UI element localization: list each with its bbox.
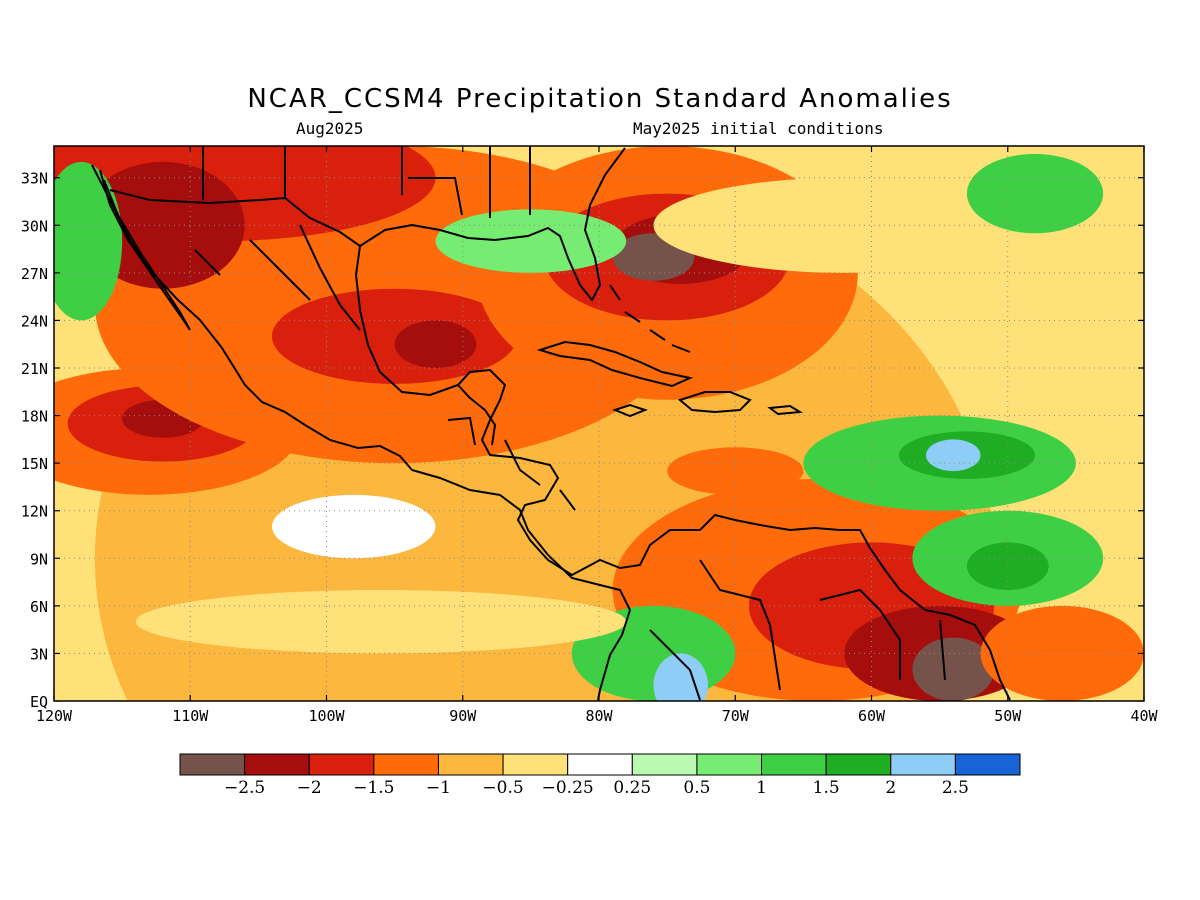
coastline-cuba [536, 340, 694, 388]
anomaly-region [953, 288, 1144, 416]
coastline-bahamas [609, 284, 691, 353]
lat-tick-label: 24N [21, 312, 48, 330]
lon-tick-label: 100W [308, 707, 345, 725]
gridlines [54, 146, 1144, 701]
lon-tick-label: 60W [858, 707, 886, 725]
anomaly-region [394, 320, 477, 369]
plot-area [54, 146, 1144, 701]
coastline-hispaniola [677, 391, 752, 414]
coastline-south-america-north [699, 513, 1011, 701]
lon-tick-label: 40W [1130, 707, 1158, 725]
coastlines [91, 146, 1011, 701]
colorbar-label: 2 [885, 778, 896, 798]
lon-tick-label: 90W [449, 707, 477, 725]
coastline-central-america [480, 419, 700, 577]
colorbar-swatch [954, 753, 1021, 776]
colorbar-swatch [890, 753, 956, 776]
lat-tick-label: EQ [30, 693, 48, 711]
subtitle-valid-month: Aug2025 [296, 119, 364, 138]
colorbar-swatch [761, 753, 827, 776]
border-south-america-interior [699, 559, 946, 691]
coastline-south-america-pacific [597, 609, 631, 701]
anomaly-region [980, 605, 1144, 701]
colorbar-label: −0.5 [482, 778, 523, 798]
colorbar-label: 1.5 [813, 778, 840, 798]
lat-tick-label: 3N [30, 645, 48, 663]
anomaly-region [435, 209, 627, 273]
lat-tick-label: 18N [21, 408, 48, 426]
lon-tick-label: 110W [172, 707, 209, 725]
anomaly-region [135, 590, 627, 654]
coastline-puerto-rico [767, 404, 804, 416]
anomaly-region [272, 494, 436, 559]
lat-tick-label: 33N [21, 170, 48, 188]
colorbar-label: −1 [426, 778, 451, 798]
anomaly-region [653, 653, 708, 701]
colorbar-label: −1.5 [353, 778, 394, 798]
border-south-america-west [649, 629, 701, 701]
anomaly-region [966, 153, 1104, 234]
lon-tick-label: 80W [585, 707, 613, 725]
colorbar-swatch [825, 753, 892, 776]
coastline-jamaica [612, 403, 648, 418]
lat-tick-label: 30N [21, 217, 48, 235]
lon-tick-label: 70W [722, 707, 750, 725]
lat-tick-label: 27N [21, 265, 48, 283]
colorbar-label: −2.5 [224, 778, 265, 798]
anomaly-region [272, 288, 518, 384]
colorbar: −2.5 −2 −1.5 −1 −0.5 −0.25 0.25 0.5 1 1.5 2 2.5 [179, 753, 1021, 798]
colorbar-swatch [179, 753, 246, 776]
coastline-gulf-of-mexico [359, 147, 626, 302]
colorbar-label: 0.5 [683, 778, 710, 798]
anomaly-region [54, 161, 123, 321]
coastline-yucatan [457, 384, 497, 446]
colorbar-swatch [244, 753, 310, 776]
coastline-mexico-pacific [91, 164, 413, 471]
lon-tick-label: 50W [994, 707, 1022, 725]
lat-tick-label: 12N [21, 503, 48, 521]
colorbar-label: 0.25 [613, 778, 651, 798]
colorbar-label: −2 [297, 778, 322, 798]
map-title: NCAR_CCSM4 Precipitation Standard Anomal… [247, 84, 953, 114]
lon-tick-label: 120W [36, 707, 73, 725]
border-mexico-states [194, 224, 361, 331]
border-us-states [202, 146, 531, 218]
colorbar-swatch [373, 753, 439, 776]
anomaly-region [926, 439, 981, 472]
lat-tick-label: 21N [21, 360, 48, 378]
colorbar-swatch [308, 753, 375, 776]
coastline-central-america-pacific [411, 469, 631, 611]
lat-tick-label: 9N [30, 550, 48, 568]
colorbar-label: −0.25 [542, 778, 594, 798]
colorbar-label: 2.5 [942, 778, 969, 798]
colorbar-swatch [437, 753, 504, 776]
subtitle-initial-conditions: May2025 initial conditions [633, 119, 884, 138]
colorbar-swatch [696, 753, 763, 776]
colorbar-label: 1 [756, 778, 767, 798]
colorbar-swatch [631, 753, 698, 776]
coastline-baja [99, 169, 191, 331]
coastline-mexico-gulf [354, 245, 507, 421]
lat-tick-label: 15N [21, 455, 48, 473]
border-central-america [447, 416, 576, 511]
colorbar-swatch [567, 753, 633, 776]
anomaly-region [912, 637, 995, 701]
border-us-mexico [109, 189, 361, 247]
lat-tick-label: 6N [30, 598, 48, 616]
colorbar-swatch [502, 753, 569, 776]
